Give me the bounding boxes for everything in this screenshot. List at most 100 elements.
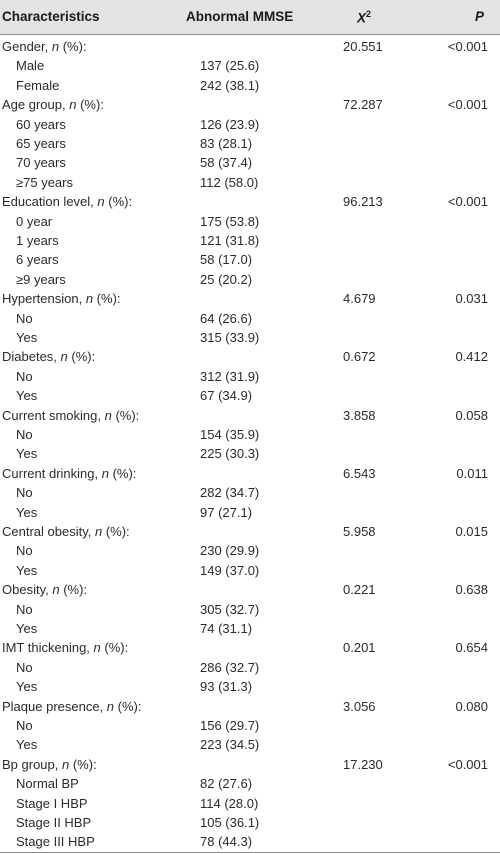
table-row: No 64 (26.6): [0, 309, 500, 328]
cell-chi-square: 0.672: [343, 349, 376, 365]
table-row: No 156 (29.7): [0, 716, 500, 735]
group-label: Obesity,: [2, 582, 53, 598]
cell-abnormal-mmse: 312 (31.9): [200, 368, 260, 384]
cell-characteristic: Hypertension, n (%):: [2, 291, 121, 306]
percent-suffix: (%):: [102, 524, 130, 539]
group-label: Education level,: [2, 194, 98, 210]
table-group-row: Plaque presence, n (%): 3.056 0.080: [0, 697, 500, 716]
cell-abnormal-mmse: 225 (30.3): [200, 446, 260, 462]
table-group-row: Current smoking, n (%): 3.858 0.058: [0, 406, 500, 425]
cell-characteristic: Yes: [16, 388, 38, 404]
n-symbol: n: [60, 349, 68, 365]
cell-abnormal-mmse: 114 (28.0): [200, 795, 259, 811]
table-row: No 305 (32.7): [0, 600, 500, 619]
cell-p-value: 0.638: [455, 582, 488, 598]
cell-abnormal-mmse: 58 (17.0): [200, 252, 253, 268]
cell-abnormal-mmse: 315 (33.9): [200, 330, 260, 345]
cell-p-value: <0.001: [447, 39, 488, 54]
table-row: ≥75 years 112 (58.0): [0, 173, 500, 192]
cell-abnormal-mmse: 67 (34.9): [200, 388, 253, 404]
cell-characteristic: Yes: [16, 679, 38, 695]
table-group-row: Age group, n (%): 72.287 <0.001: [0, 95, 500, 114]
cell-abnormal-mmse: 74 (31.1): [200, 621, 253, 636]
percent-suffix: (%):: [114, 698, 142, 714]
cell-characteristic: No: [16, 485, 33, 501]
table-row: No 286 (32.7): [0, 658, 500, 677]
cell-characteristic: No: [16, 310, 33, 326]
group-label: Diabetes,: [2, 349, 61, 365]
cell-characteristic: Plaque presence, n (%):: [2, 699, 141, 714]
cell-chi-square: 20.551: [343, 39, 383, 54]
percent-suffix: (%):: [104, 194, 133, 210]
cell-characteristic: Bp group, n (%):: [2, 757, 97, 772]
percent-suffix: (%):: [93, 291, 121, 307]
cell-characteristic: No: [16, 659, 33, 675]
table-group-row: Obesity, n (%): 0.221 0.638: [0, 580, 500, 599]
header-rule: [0, 34, 500, 35]
table-row: No 154 (35.9): [0, 425, 500, 444]
table-row: No 282 (34.7): [0, 483, 500, 502]
cell-chi-square: 72.287: [343, 97, 383, 113]
cell-characteristic: 0 year: [16, 213, 53, 229]
table-row: Yes 149 (37.0): [0, 561, 500, 580]
cell-abnormal-mmse: 175 (53.8): [200, 213, 260, 229]
group-label: Age group,: [2, 97, 70, 113]
table-group-row: Hypertension, n (%): 4.679 0.031: [0, 289, 500, 308]
cell-characteristic: ≥75 years: [16, 174, 73, 190]
cell-abnormal-mmse: 93 (31.3): [200, 679, 253, 695]
cell-characteristic: Normal BP: [16, 776, 79, 792]
cell-characteristic: Current smoking, n (%):: [2, 408, 139, 423]
cell-characteristic: 6 years: [16, 252, 59, 268]
n-symbol: n: [85, 291, 94, 307]
percent-suffix: (%):: [108, 465, 137, 481]
cell-abnormal-mmse: 121 (31.8): [200, 233, 260, 248]
percent-suffix: (%):: [59, 39, 87, 54]
cell-characteristic: Yes: [16, 504, 38, 520]
n-symbol: n: [101, 465, 109, 481]
cell-characteristic: Male: [16, 58, 45, 74]
cell-abnormal-mmse: 149 (37.0): [200, 562, 260, 578]
table-row: Yes 225 (30.3): [0, 444, 500, 463]
cell-p-value: 0.080: [455, 698, 488, 714]
cell-chi-square: 4.679: [343, 291, 376, 307]
cell-p-value: <0.001: [447, 756, 488, 772]
table-group-row: Diabetes, n (%): 0.672 0.412: [0, 347, 500, 366]
cell-characteristic: Yes: [16, 737, 38, 753]
cell-characteristic: Yes: [16, 562, 38, 578]
cell-p-value: <0.001: [447, 194, 488, 210]
cell-chi-square: 0.201: [343, 640, 376, 656]
n-symbol: n: [104, 407, 112, 423]
n-symbol: n: [52, 582, 60, 598]
cell-abnormal-mmse: 286 (32.7): [200, 659, 260, 675]
cell-chi-square: 6.543: [343, 465, 376, 481]
cell-abnormal-mmse: 78 (44.3): [200, 834, 253, 850]
group-label: Central obesity,: [2, 524, 95, 539]
n-symbol: n: [51, 39, 60, 54]
cell-p-value: 0.654: [455, 640, 488, 656]
cell-abnormal-mmse: 230 (29.9): [200, 543, 260, 559]
cell-abnormal-mmse: 64 (26.6): [200, 310, 253, 326]
table-row: ≥9 years 25 (20.2): [0, 270, 500, 289]
group-label: Hypertension,: [2, 291, 86, 307]
n-symbol: n: [106, 698, 115, 714]
table-header: Characteristics Abnormal MMSE X2 P: [0, 0, 500, 34]
table-row: Yes 315 (33.9): [0, 328, 500, 347]
table-row: Yes 74 (31.1): [0, 619, 500, 638]
cell-chi-square: 17.230: [343, 756, 383, 772]
table-row: Stage I HBP 114 (28.0): [0, 794, 500, 813]
cell-abnormal-mmse: 126 (23.9): [200, 116, 260, 132]
cell-characteristic: Diabetes, n (%):: [2, 349, 95, 364]
cell-characteristic: Stage III HBP: [16, 834, 95, 850]
cell-characteristic: Stage II HBP: [16, 815, 92, 830]
cell-chi-square: 5.958: [343, 524, 376, 539]
group-label: Current smoking,: [2, 407, 105, 423]
cell-abnormal-mmse: 223 (34.5): [200, 737, 260, 753]
cell-characteristic: Yes: [16, 621, 38, 636]
cell-abnormal-mmse: 156 (29.7): [200, 718, 260, 733]
table-row: 1 years 121 (31.8): [0, 231, 500, 250]
cell-characteristic: Education level, n (%):: [2, 194, 132, 209]
cell-p-value: 0.412: [455, 349, 488, 365]
table-row: Stage II HBP 105 (36.1): [0, 813, 500, 832]
cell-characteristic: Yes: [16, 330, 38, 345]
table-row: Yes 67 (34.9): [0, 386, 500, 405]
